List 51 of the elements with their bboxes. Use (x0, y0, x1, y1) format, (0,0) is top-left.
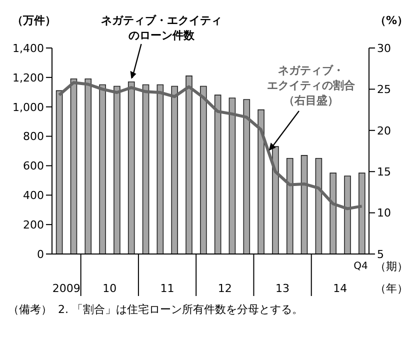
y2-tick-label: 5 (377, 248, 384, 261)
bar (214, 94, 222, 254)
bar (330, 172, 336, 254)
text: 2. 「割合」は住宅ローン所有件数を分母とする。 (58, 302, 303, 317)
bar (171, 86, 178, 254)
y-tick-label: 800 (23, 130, 44, 144)
y-tick-label: 1,200 (12, 71, 44, 84)
x-axis-title: （期） (375, 260, 408, 273)
bar (300, 155, 308, 254)
bar (70, 78, 78, 254)
y-tick-label: 0 (37, 248, 44, 261)
bar (243, 99, 250, 254)
series-label: ネガティブ・エクイティの割合（右目盛） (267, 64, 356, 107)
text: （年） (375, 282, 408, 295)
y2-tick-label: 25 (377, 83, 391, 96)
y-tick-label: 1,400 (12, 42, 44, 55)
y2-tick-label: 20 (377, 124, 391, 138)
text: （備考） (8, 302, 52, 317)
y2-tick-label: 15 (377, 166, 391, 179)
text: 2009 (52, 282, 80, 295)
bar (56, 90, 63, 254)
bar (258, 109, 264, 254)
bar (156, 84, 164, 254)
y-tick-label: 1,000 (12, 100, 44, 114)
bar (186, 76, 192, 254)
y2-tick-label: 10 (377, 206, 391, 220)
text: 14 (333, 282, 348, 295)
text: 11 (160, 282, 174, 295)
bar (142, 84, 150, 254)
bar (315, 158, 322, 254)
bar (84, 78, 92, 254)
y-tick-label: 600 (23, 160, 44, 173)
bar (286, 158, 294, 254)
bar (114, 86, 120, 254)
y2-axis-title: （%） (375, 14, 408, 27)
text: 12 (218, 282, 232, 295)
y-tick-label: 200 (23, 218, 44, 232)
bar (358, 172, 366, 254)
y-axis-title: （万件） (12, 14, 56, 27)
text: ネガティブ・エクイティのローン件数 (100, 14, 222, 42)
bar (344, 176, 351, 254)
y-tick-label: 400 (23, 189, 44, 202)
text: 13 (276, 282, 290, 295)
line-series (58, 81, 364, 210)
bar (200, 86, 207, 254)
x-tick-label: Q4 (354, 261, 368, 272)
bar (228, 98, 236, 254)
y2-tick-label: 30 (377, 42, 391, 55)
bar (99, 84, 106, 254)
text: 10 (102, 282, 117, 295)
bar (128, 81, 135, 254)
